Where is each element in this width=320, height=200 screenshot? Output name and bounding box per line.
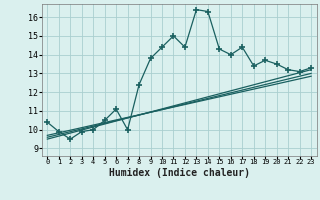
X-axis label: Humidex (Indice chaleur): Humidex (Indice chaleur) bbox=[109, 168, 250, 178]
